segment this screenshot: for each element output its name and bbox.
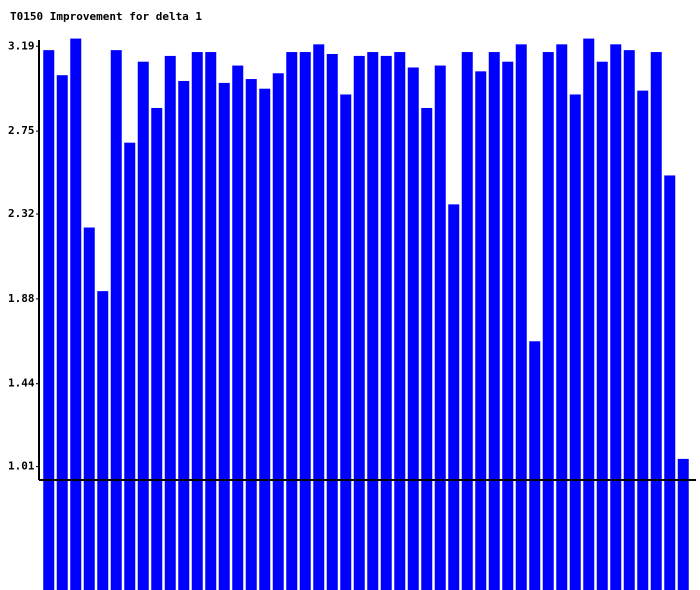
bar (434, 65, 446, 590)
bar (43, 50, 55, 590)
bar (137, 61, 149, 590)
bar (151, 107, 163, 590)
bar (97, 291, 109, 590)
bar (529, 341, 541, 590)
bar (394, 52, 406, 590)
bar (218, 82, 230, 590)
bar (83, 227, 95, 590)
y-tick-label: 1.44 (8, 377, 35, 390)
bar (70, 38, 82, 590)
bar (650, 52, 662, 590)
bar (421, 107, 433, 590)
bar (488, 52, 500, 590)
bar (610, 44, 622, 590)
bar (515, 44, 527, 590)
bar (542, 52, 554, 590)
bar (407, 67, 419, 590)
bar (353, 55, 365, 590)
bar (272, 73, 284, 590)
bar (259, 88, 271, 590)
bar (367, 52, 379, 590)
bar (313, 44, 325, 590)
bar (475, 71, 487, 590)
chart-title: T0150 Improvement for delta 1 (10, 10, 202, 23)
bar (677, 458, 689, 590)
bar (461, 52, 473, 590)
bar (110, 50, 122, 590)
bar (245, 79, 257, 590)
bar (556, 44, 568, 590)
bar (326, 53, 338, 590)
bar (623, 50, 635, 590)
bar (299, 52, 311, 590)
bar (583, 38, 595, 590)
bar (164, 55, 176, 590)
bar (502, 61, 514, 590)
bar (56, 75, 68, 590)
bar (191, 52, 203, 590)
bar (205, 52, 217, 590)
bar (286, 52, 298, 590)
bar (448, 204, 460, 590)
y-tick-label: 2.32 (8, 207, 35, 220)
bar (637, 90, 649, 590)
y-tick-label: 2.75 (8, 124, 35, 137)
bar (124, 142, 136, 590)
bar (340, 94, 352, 590)
bar (596, 61, 608, 590)
bar (569, 94, 581, 590)
y-tick-label: 3.19 (8, 39, 35, 52)
bar (178, 80, 190, 590)
bar (664, 175, 676, 590)
bar (232, 65, 244, 590)
y-tick-label: 1.88 (8, 292, 35, 305)
y-tick-label: 1.01 (8, 460, 35, 473)
bar (380, 55, 392, 590)
